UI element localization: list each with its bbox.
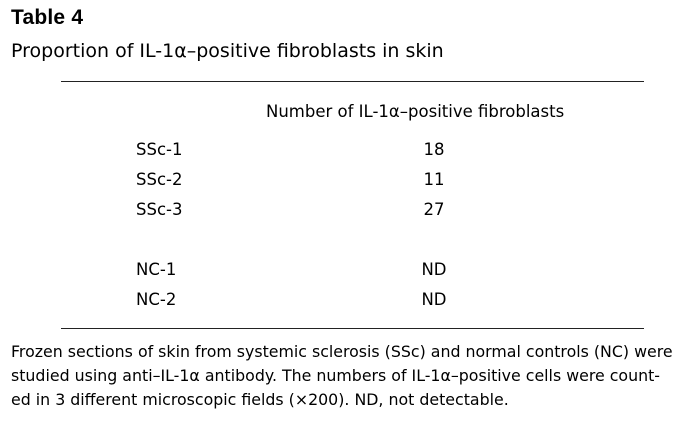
footnote: Frozen sections of skin from systemic sc… [11,340,695,412]
table-row-label: NC-2 [136,290,177,309]
bottom-rule [61,328,644,329]
table-row-value: 18 [423,140,445,159]
table-row-label: SSc-1 [136,140,183,159]
footnote-line: ed in 3 different microscopic fields (×2… [11,390,509,409]
table-row-value: ND [421,260,447,279]
footnote-line: studied using anti–IL-1α antibody. The n… [11,366,660,385]
table-row-value: ND [421,290,447,309]
table-row-value: 27 [423,200,445,219]
top-rule [61,81,644,82]
footnote-line: Frozen sections of skin from systemic sc… [11,342,673,361]
column-header: Number of IL-1α–positive fibroblasts [266,102,565,121]
table-title: Table 4 [11,6,84,29]
table-row-label: SSc-2 [136,170,183,189]
table-subtitle: Proportion of IL-1α–positive fibroblasts… [11,40,444,62]
table-row-label: NC-1 [136,260,177,279]
table-row-value: 11 [423,170,445,189]
table-row-label: SSc-3 [136,200,183,219]
